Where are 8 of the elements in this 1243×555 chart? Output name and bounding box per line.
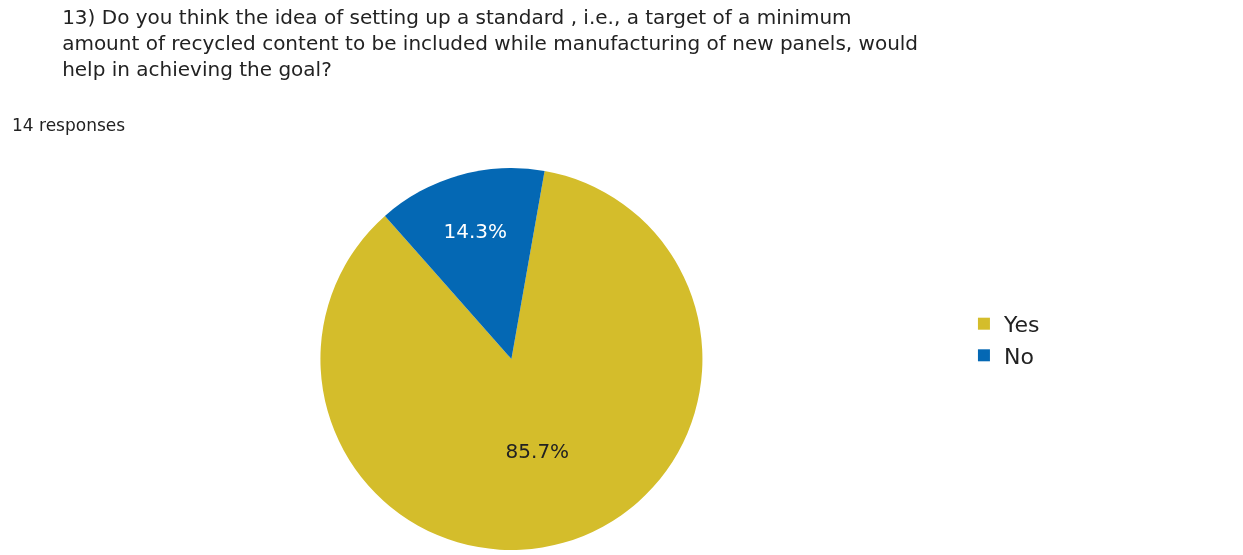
pie-slice [320,170,703,550]
chart-title: 13) Do you think the idea of setting up a standard , i.e., a target of a minimum amount of recycled content to be included while manufacturing of new panels, would help in achieving the goal? [62,5,919,81]
legend-label: Yes [1002,312,1040,338]
data-label: 14.3% [443,218,508,243]
pie-slice [384,168,545,359]
legend-label: No [1003,343,1034,369]
text: 14 responses [12,115,126,135]
data-label: 85.7% [505,438,570,463]
